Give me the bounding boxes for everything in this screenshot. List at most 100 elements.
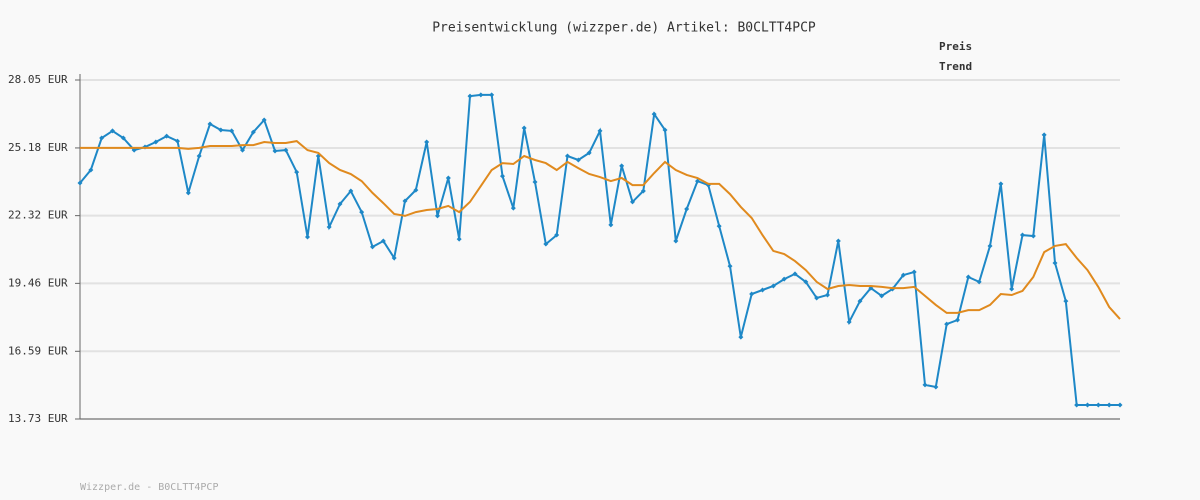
point <box>846 319 852 325</box>
y-tick-label: 19.46 EUR <box>8 276 68 289</box>
point <box>380 238 386 244</box>
point <box>965 274 971 280</box>
point <box>922 382 928 388</box>
point <box>803 279 809 285</box>
point <box>348 188 354 194</box>
point <box>814 295 820 301</box>
point <box>370 244 375 250</box>
point <box>1085 402 1090 408</box>
point <box>825 292 830 298</box>
point <box>207 121 213 127</box>
point <box>196 153 202 159</box>
point <box>565 153 570 159</box>
point <box>1052 260 1058 266</box>
point <box>435 213 440 219</box>
point <box>337 201 343 207</box>
point <box>88 167 94 173</box>
point <box>835 238 841 244</box>
series-line <box>80 140 1121 320</box>
point <box>1095 402 1101 408</box>
y-tick-label: 13.73 EUR <box>8 412 68 425</box>
point <box>510 205 516 211</box>
point <box>250 129 256 135</box>
point <box>770 283 776 289</box>
y-tick-label: 28.05 EUR <box>8 73 68 86</box>
point <box>879 293 885 299</box>
point <box>261 117 267 123</box>
point <box>911 269 917 275</box>
point <box>651 111 657 117</box>
legend-label: Preis <box>939 40 972 53</box>
point <box>586 150 592 156</box>
y-tick-label: 22.32 EUR <box>8 209 68 222</box>
point <box>532 179 538 185</box>
point <box>597 128 603 134</box>
point <box>153 139 159 145</box>
point <box>500 173 505 179</box>
point <box>77 180 83 186</box>
point <box>305 234 310 240</box>
point <box>326 224 332 230</box>
point <box>727 263 733 269</box>
point <box>110 128 115 134</box>
point <box>445 175 451 181</box>
point <box>1020 232 1025 238</box>
point <box>1074 402 1080 408</box>
point <box>185 190 191 196</box>
point <box>521 125 527 131</box>
point <box>283 147 289 153</box>
point <box>478 92 484 98</box>
point <box>630 199 635 205</box>
point <box>900 272 906 278</box>
point <box>294 169 300 175</box>
point <box>933 384 939 390</box>
point <box>456 236 462 242</box>
y-tick-label: 25.18 EUR <box>8 141 68 154</box>
point <box>1030 233 1036 239</box>
point <box>413 187 419 193</box>
y-tick-label: 16.59 EUR <box>8 344 68 357</box>
point <box>684 206 690 212</box>
point <box>489 92 495 98</box>
point <box>164 133 170 139</box>
point <box>781 276 787 282</box>
point <box>760 287 765 293</box>
point <box>99 135 105 141</box>
point <box>749 291 755 297</box>
point <box>1041 132 1047 138</box>
point <box>673 238 679 244</box>
point <box>1106 402 1112 408</box>
point <box>554 232 560 238</box>
point <box>575 157 581 163</box>
point <box>218 127 224 133</box>
point <box>944 321 950 327</box>
point <box>240 147 245 153</box>
point <box>640 188 646 194</box>
point <box>608 222 614 228</box>
point <box>976 279 982 285</box>
point <box>543 241 549 247</box>
point <box>619 163 625 169</box>
footer: Wizzper.de - B0CLTT4PCP <box>80 482 218 493</box>
point <box>424 139 430 145</box>
point <box>955 317 960 323</box>
point <box>175 138 180 144</box>
point <box>467 93 473 99</box>
point <box>272 148 278 154</box>
point <box>987 243 993 249</box>
point <box>120 135 126 141</box>
point <box>402 198 408 204</box>
legend-label: Trend <box>939 60 972 73</box>
point <box>716 223 722 229</box>
point <box>738 334 744 340</box>
point <box>662 127 668 133</box>
point <box>1009 286 1015 292</box>
point <box>229 128 235 134</box>
point <box>998 181 1004 187</box>
point <box>1117 402 1123 408</box>
point <box>1063 298 1069 304</box>
point <box>359 209 365 215</box>
point <box>792 271 798 277</box>
